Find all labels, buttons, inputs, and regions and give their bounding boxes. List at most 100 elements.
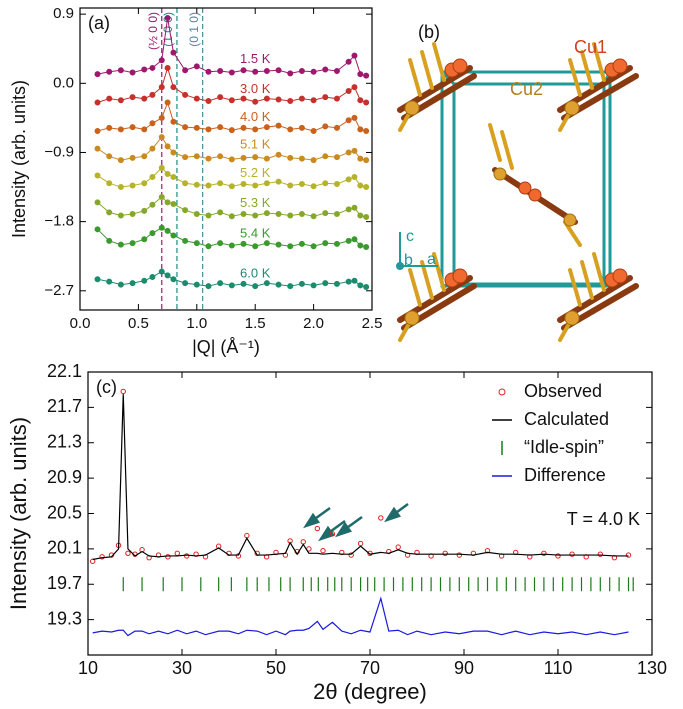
data-point [106, 180, 113, 187]
data-point [351, 84, 358, 91]
data-point [149, 64, 156, 71]
data-point [149, 145, 156, 152]
data-point [263, 210, 270, 217]
data-point [106, 237, 113, 244]
data-point [228, 156, 235, 163]
data-point [322, 123, 329, 130]
x-tick-label: 30 [172, 658, 192, 678]
data-point [149, 201, 156, 208]
data-point [252, 68, 259, 75]
data-point [345, 176, 352, 183]
data-point [363, 283, 370, 290]
x-axis-label: 2θ (degree) [313, 679, 427, 704]
data-point [141, 153, 148, 160]
data-point [106, 153, 113, 160]
series-label: 5.1 K [240, 137, 271, 152]
series-label: 5.2 K [240, 165, 271, 180]
data-point [170, 118, 177, 125]
data-point [164, 64, 171, 71]
data-point [263, 124, 270, 131]
data-point [141, 277, 148, 284]
plot-0: 0.0 0.5 1.0 1.5 2.0 2.5 0.9 0.0 −0.9 −1.8 −2.7 |Q| … [9, 5, 383, 357]
data-point [333, 68, 340, 75]
data-point [164, 99, 171, 106]
data-point [164, 272, 171, 279]
data-point [170, 232, 177, 239]
data-point [310, 282, 317, 289]
data-point [205, 155, 212, 162]
data-point [193, 124, 200, 131]
data-point [252, 98, 259, 105]
data-point [228, 242, 235, 249]
data-point [99, 554, 105, 560]
data-point [298, 124, 305, 131]
y-tick-label: 20.9 [47, 467, 82, 487]
data-point [263, 155, 270, 162]
data-point [182, 91, 189, 98]
data-point [287, 126, 294, 133]
data-point [252, 154, 259, 161]
series-label: 6.0 K [240, 266, 271, 281]
data-point [228, 97, 235, 104]
data-point [541, 550, 547, 556]
plot-frame [79, 7, 373, 311]
data-point [287, 182, 294, 189]
x-tick-label: 1.5 [245, 315, 266, 332]
data-point [363, 99, 370, 106]
series-line [92, 596, 629, 637]
data-point [129, 154, 136, 161]
data-point [275, 151, 282, 158]
data-point [217, 180, 224, 187]
data-point [357, 242, 364, 249]
legend-label: “Idle-spin” [524, 437, 604, 457]
data-point [217, 153, 224, 160]
data-point [240, 280, 247, 287]
data-point [182, 180, 189, 187]
data-point [94, 276, 101, 283]
data-point [333, 154, 340, 161]
data-point [217, 94, 224, 101]
data-point [322, 180, 329, 187]
data-point [193, 63, 200, 70]
data-point [287, 243, 294, 250]
data-point [129, 182, 136, 189]
data-point [193, 95, 200, 102]
data-point [357, 71, 364, 78]
data-point [345, 58, 352, 65]
data-point [117, 157, 124, 164]
data-point [158, 57, 165, 64]
data-point [333, 240, 340, 247]
data-point [333, 210, 340, 217]
y-tick-label: −1.8 [44, 213, 74, 230]
data-point [597, 551, 603, 557]
data-point [298, 155, 305, 162]
data-point [193, 181, 200, 188]
data-point [252, 212, 259, 219]
data-point [141, 66, 148, 73]
data-point [263, 180, 270, 187]
data-point [351, 52, 358, 59]
data-point [193, 210, 200, 217]
data-point [351, 114, 358, 121]
data-point [275, 67, 282, 74]
data-point [322, 94, 329, 101]
y-tick-label: 21.7 [47, 396, 82, 416]
data-point [117, 184, 124, 191]
y-axis-label: Intensity (arb. units) [6, 417, 31, 610]
data-point [348, 552, 354, 558]
data-point [310, 183, 317, 190]
data-point [170, 149, 177, 156]
data-point [228, 183, 235, 190]
x-tick-label: 70 [360, 658, 380, 678]
data-point [174, 550, 181, 556]
data-point [164, 227, 171, 234]
data-point [149, 273, 156, 280]
data-point [345, 87, 352, 94]
data-point [158, 194, 165, 201]
data-point [141, 207, 148, 214]
data-point [170, 84, 177, 91]
data-point [357, 282, 364, 289]
series-label: 5.3 K [240, 195, 271, 210]
data-point [106, 278, 113, 285]
